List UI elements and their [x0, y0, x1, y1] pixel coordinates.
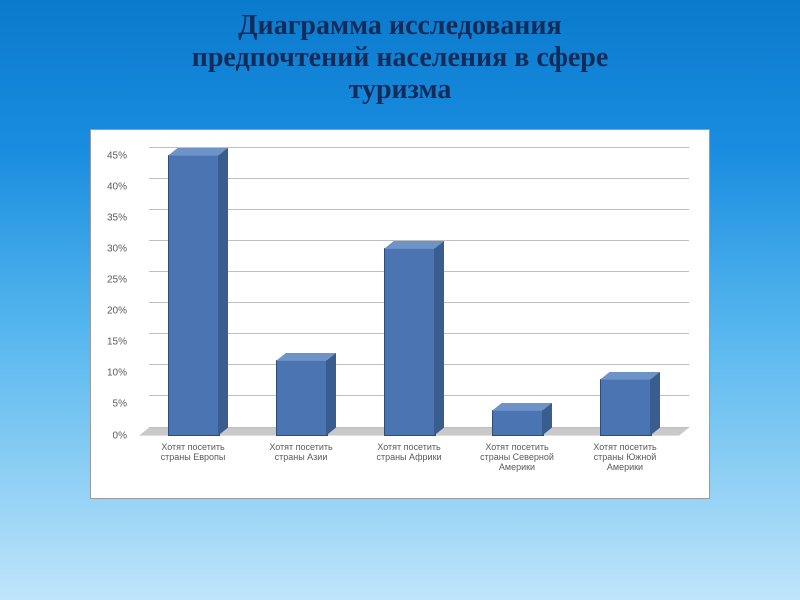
bar-side: [434, 241, 444, 436]
bar: [276, 353, 326, 436]
bar-top: [276, 353, 336, 361]
y-tick-label: 45%: [107, 150, 133, 161]
y-tick-label: 5%: [113, 399, 133, 410]
y-tick-label: 35%: [107, 212, 133, 223]
bars-layer: [149, 148, 689, 428]
y-tick-label: 0%: [113, 430, 133, 441]
bar-side: [326, 353, 336, 436]
y-tick-label: 25%: [107, 275, 133, 286]
bar-front: [276, 360, 328, 436]
bar: [384, 241, 434, 436]
bar: [168, 148, 218, 436]
x-tick-label: Хотят посетить страны Африки: [355, 442, 463, 463]
bar-front: [600, 379, 652, 436]
y-tick-label: 30%: [107, 243, 133, 254]
bar-front: [492, 410, 544, 436]
bar: [492, 403, 542, 436]
y-tick-label: 15%: [107, 337, 133, 348]
y-tick-label: 40%: [107, 181, 133, 192]
y-tick-label: 20%: [107, 306, 133, 317]
x-tick-label: Хотят посетить страны Европы: [139, 442, 247, 463]
bar-top: [600, 372, 660, 380]
bar-side: [650, 372, 660, 436]
bar-front: [168, 155, 220, 436]
bar-top: [384, 241, 444, 249]
slide-root: Диаграмма исследования предпочтений насе…: [0, 0, 800, 600]
y-tick-label: 10%: [107, 368, 133, 379]
plot-area: 0%5%10%15%20%25%30%35%40%45%Хотят посети…: [149, 148, 689, 428]
bar-top: [168, 148, 228, 156]
x-tick-label: Хотят посетить страны Южной Америки: [571, 442, 679, 473]
chart-card: 0% 5% 10% 15% 20% 25% 30% 35% 40% 45% Хотят посети…: [90, 129, 710, 499]
bar-top: [492, 403, 552, 411]
x-tick-label: Хотят посетить страны Азии: [247, 442, 355, 463]
bar-front: [384, 248, 436, 436]
slide-title: Диаграмма исследования предпочтений насе…: [0, 0, 800, 107]
bar: [600, 372, 650, 436]
x-tick-label: Хотят посетить страны Северной Америки: [463, 442, 571, 473]
bar-side: [218, 148, 228, 436]
